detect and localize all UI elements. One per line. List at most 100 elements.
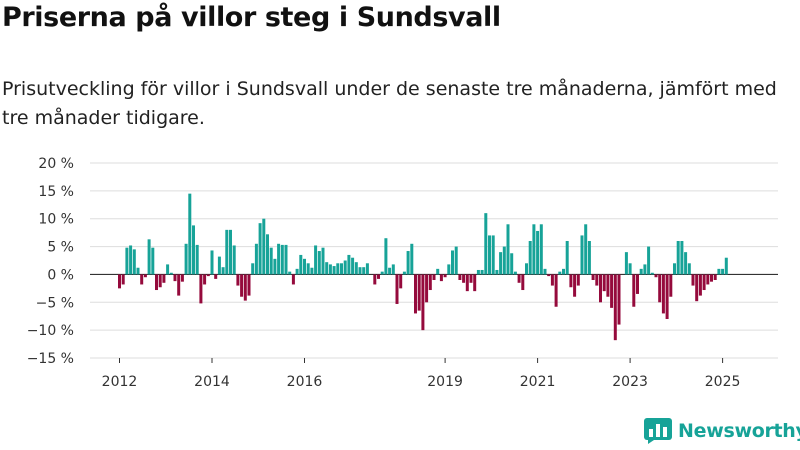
x-tick-label: 2016 [287, 374, 323, 390]
bar [473, 274, 477, 292]
bar [684, 252, 688, 275]
bar [258, 223, 262, 275]
bar [569, 274, 573, 288]
bar [277, 243, 281, 275]
bar [591, 274, 595, 280]
page-title: Priserna på villor steg i Sundsvall [2, 2, 501, 33]
bar [332, 266, 336, 275]
x-tick-label: 2014 [194, 374, 230, 390]
bar [558, 271, 562, 275]
bar [269, 247, 273, 275]
bar [336, 263, 340, 275]
bar [469, 274, 473, 283]
bar [436, 268, 440, 275]
x-tick-label: 2023 [612, 374, 648, 390]
bar [495, 269, 499, 275]
bar [232, 245, 236, 275]
bar [328, 264, 332, 275]
bar [388, 267, 392, 275]
bar [284, 244, 288, 275]
bar [476, 269, 480, 275]
bar [240, 274, 244, 297]
bar [421, 274, 425, 331]
bar [721, 268, 725, 275]
bar [576, 274, 580, 286]
bar [118, 274, 121, 289]
bar [724, 257, 728, 275]
bar [669, 274, 673, 297]
bar [628, 263, 632, 275]
value-annotation: 3 % [727, 0, 754, 4]
bar [606, 274, 610, 297]
bar [262, 218, 266, 275]
bar [340, 263, 343, 275]
bar [650, 272, 654, 275]
bar [162, 274, 166, 283]
bar [550, 274, 554, 286]
bar [214, 274, 218, 279]
bar [680, 241, 684, 275]
bar [506, 224, 510, 275]
bar [525, 263, 528, 275]
bar [147, 239, 151, 275]
bar [266, 234, 269, 275]
bar [365, 263, 369, 275]
bar [325, 262, 329, 275]
bar [347, 254, 351, 275]
bar [673, 263, 676, 275]
bar [610, 274, 614, 308]
bar [695, 274, 699, 302]
bar [395, 274, 399, 304]
bar [155, 274, 158, 291]
bar [532, 224, 536, 275]
bar [587, 241, 591, 275]
x-axis-labels: 2012 2014 2016 2019 2021 2023 2025 [102, 358, 740, 390]
bar [624, 252, 628, 275]
bar [310, 267, 314, 275]
bar [225, 229, 229, 275]
y-tick-label: −10 % [27, 323, 74, 339]
bar [451, 250, 454, 275]
bar [676, 241, 680, 275]
bar [299, 254, 303, 275]
bar [280, 244, 284, 275]
bar [291, 274, 295, 285]
bar [647, 246, 651, 275]
y-tick-label: 5 % [47, 240, 74, 256]
bar [643, 264, 647, 275]
bar [521, 274, 525, 291]
bar [399, 274, 403, 289]
bar [573, 274, 577, 297]
bar [517, 274, 521, 283]
bar [406, 251, 410, 275]
bar [562, 268, 565, 275]
bar [203, 274, 207, 285]
y-tick-label: 10 % [38, 212, 74, 228]
bar [384, 238, 388, 275]
bar [243, 274, 247, 301]
bar [480, 269, 484, 275]
bar [636, 274, 639, 294]
bar [584, 224, 588, 275]
bar [687, 263, 691, 275]
bar [377, 274, 380, 279]
bar [373, 274, 377, 285]
newsworthy-logo: Newsworthy [644, 418, 800, 444]
bar [158, 274, 162, 288]
bar [499, 252, 503, 275]
bar [169, 272, 173, 275]
bar [195, 244, 199, 275]
bar [417, 274, 421, 311]
bar [465, 274, 469, 292]
bar [439, 274, 443, 282]
bar [543, 268, 547, 275]
bar [288, 271, 292, 275]
bar [539, 224, 543, 275]
bar-series [118, 193, 728, 341]
bar [177, 274, 181, 296]
bar [713, 274, 717, 280]
bar [132, 249, 136, 275]
bar [513, 271, 517, 275]
bar [402, 271, 406, 275]
bar [358, 267, 362, 275]
